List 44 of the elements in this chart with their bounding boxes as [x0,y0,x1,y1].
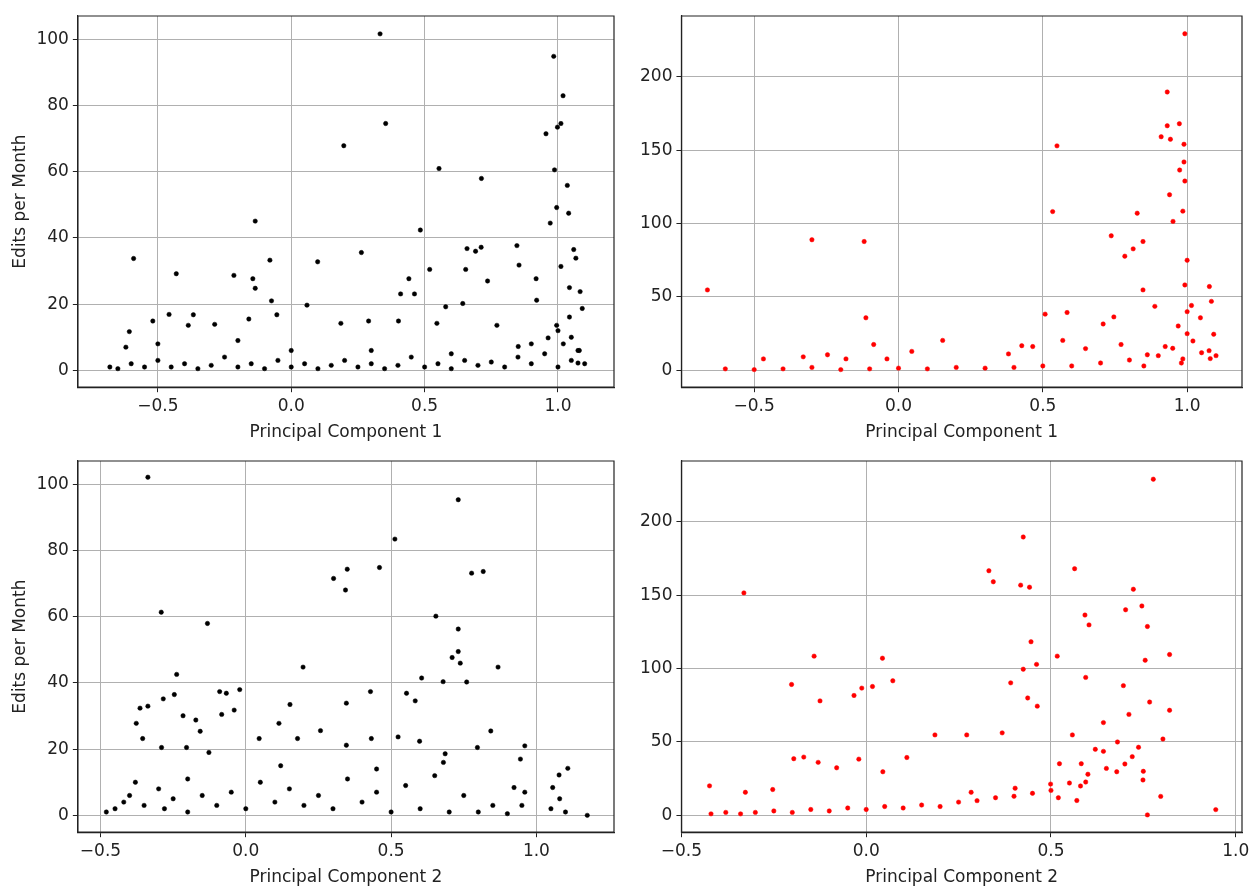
x-axis-title: Principal Component 1 [249,421,443,442]
y-axis-title: Edits per Month [8,579,29,714]
x-tick-label: 0.0 [232,839,260,860]
x-tick-label: 1.0 [522,839,550,860]
y-tick-label: 100 [36,27,69,48]
y-tick-label: 80 [47,94,69,115]
x-axis-title: Principal Component 2 [249,866,443,887]
x-tick-label: 0.0 [884,394,913,415]
y-tick-label: 150 [639,583,673,604]
y-tick-label: 60 [47,605,69,626]
y-tick-label: 0 [661,358,673,379]
x-tick-label: 0.5 [1037,839,1065,860]
y-tick-label: 20 [47,292,69,313]
x-tick-label: 1.0 [544,394,572,415]
y-tick-label: 200 [639,65,673,86]
y-tick-label: 200 [639,510,673,531]
y-tick-label: 40 [47,671,69,692]
x-axis-title: Principal Component 1 [865,421,1059,442]
y-tick-label: 20 [47,737,69,758]
x-tick-label: 0.5 [1029,394,1057,415]
y-tick-label: 0 [58,358,69,379]
y-axis-title: Edits per Month [8,134,29,269]
x-tick-label: 1.0 [1173,394,1201,415]
y-tick-label: 50 [650,730,673,751]
x-tick-label: 0.5 [377,839,405,860]
x-tick-label: −0.5 [79,839,122,860]
y-tick-label: 100 [639,212,673,233]
x-tick-label: −0.5 [660,839,703,860]
x-tick-label: 0.0 [277,394,305,415]
x-axis-title: Principal Component 2 [865,866,1059,887]
y-tick-label: 50 [650,285,673,306]
y-tick-label: 0 [661,803,673,824]
y-tick-label: 80 [47,539,69,560]
x-tick-label: 1.0 [1222,839,1250,860]
x-tick-label: 0.5 [411,394,439,415]
y-tick-label: 150 [639,138,673,159]
x-tick-label: −0.5 [733,394,775,415]
y-tick-label: 0 [58,803,69,824]
y-tick-label: 100 [639,657,673,678]
y-tick-label: 40 [47,226,69,247]
y-tick-label: 60 [47,160,69,181]
x-tick-label: −0.5 [137,394,179,415]
x-tick-label: 0.0 [852,839,880,860]
y-tick-label: 100 [36,472,69,493]
